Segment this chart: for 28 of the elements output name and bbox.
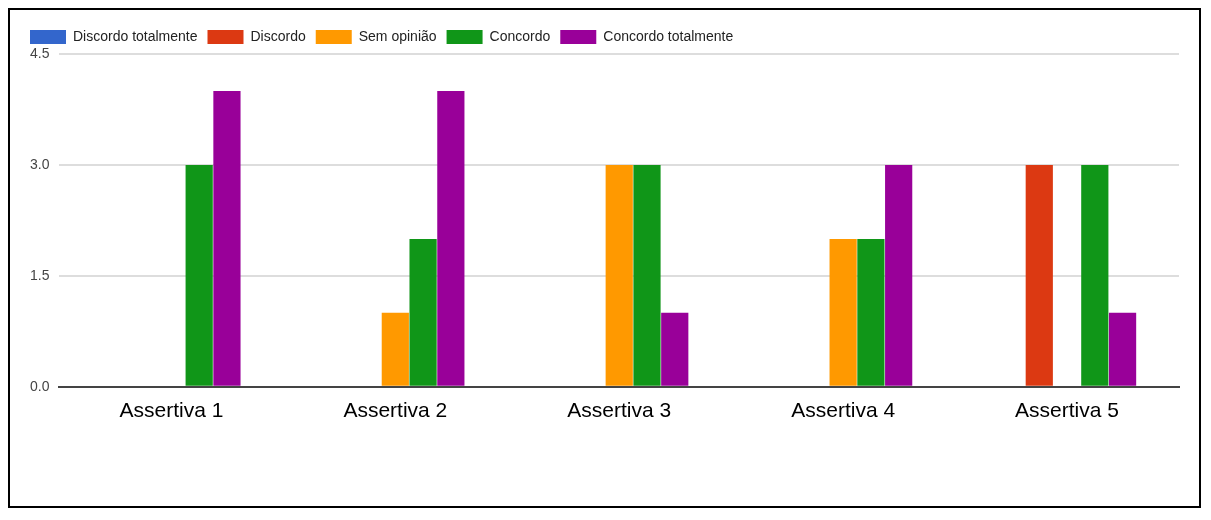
y-tick-label: 0.0 (29, 377, 50, 394)
x-tick-label: Assertiva 5 (1015, 398, 1119, 422)
bar (185, 164, 213, 386)
legend-label: Discordo (250, 27, 306, 44)
x-tick-label: Assertiva 4 (791, 398, 896, 422)
bar (213, 90, 241, 386)
legend-label: Discordo totalmente (73, 27, 198, 44)
bar (437, 90, 465, 386)
x-tick-label: Assertiva 2 (343, 398, 448, 422)
bar (381, 312, 409, 386)
legend-label: Sem opinião (358, 27, 437, 44)
bar (1108, 312, 1137, 386)
bar (661, 312, 689, 386)
bar (605, 164, 633, 386)
bar (829, 238, 857, 386)
y-tick-label: 4.5 (29, 44, 50, 61)
x-tick-label: Assertiva 1 (119, 398, 224, 422)
y-tick-label: 1.5 (29, 266, 50, 283)
bar (633, 164, 661, 386)
bar (409, 238, 437, 386)
bar (857, 238, 885, 386)
y-tick-label: 3.0 (29, 155, 50, 172)
legend-label: Concordo totalmente (603, 27, 734, 44)
legend-label: Concordo (489, 27, 551, 44)
x-tick-label: Assertiva 3 (567, 398, 672, 422)
bar (1081, 164, 1109, 386)
bar (1025, 164, 1053, 386)
bar (885, 164, 913, 386)
